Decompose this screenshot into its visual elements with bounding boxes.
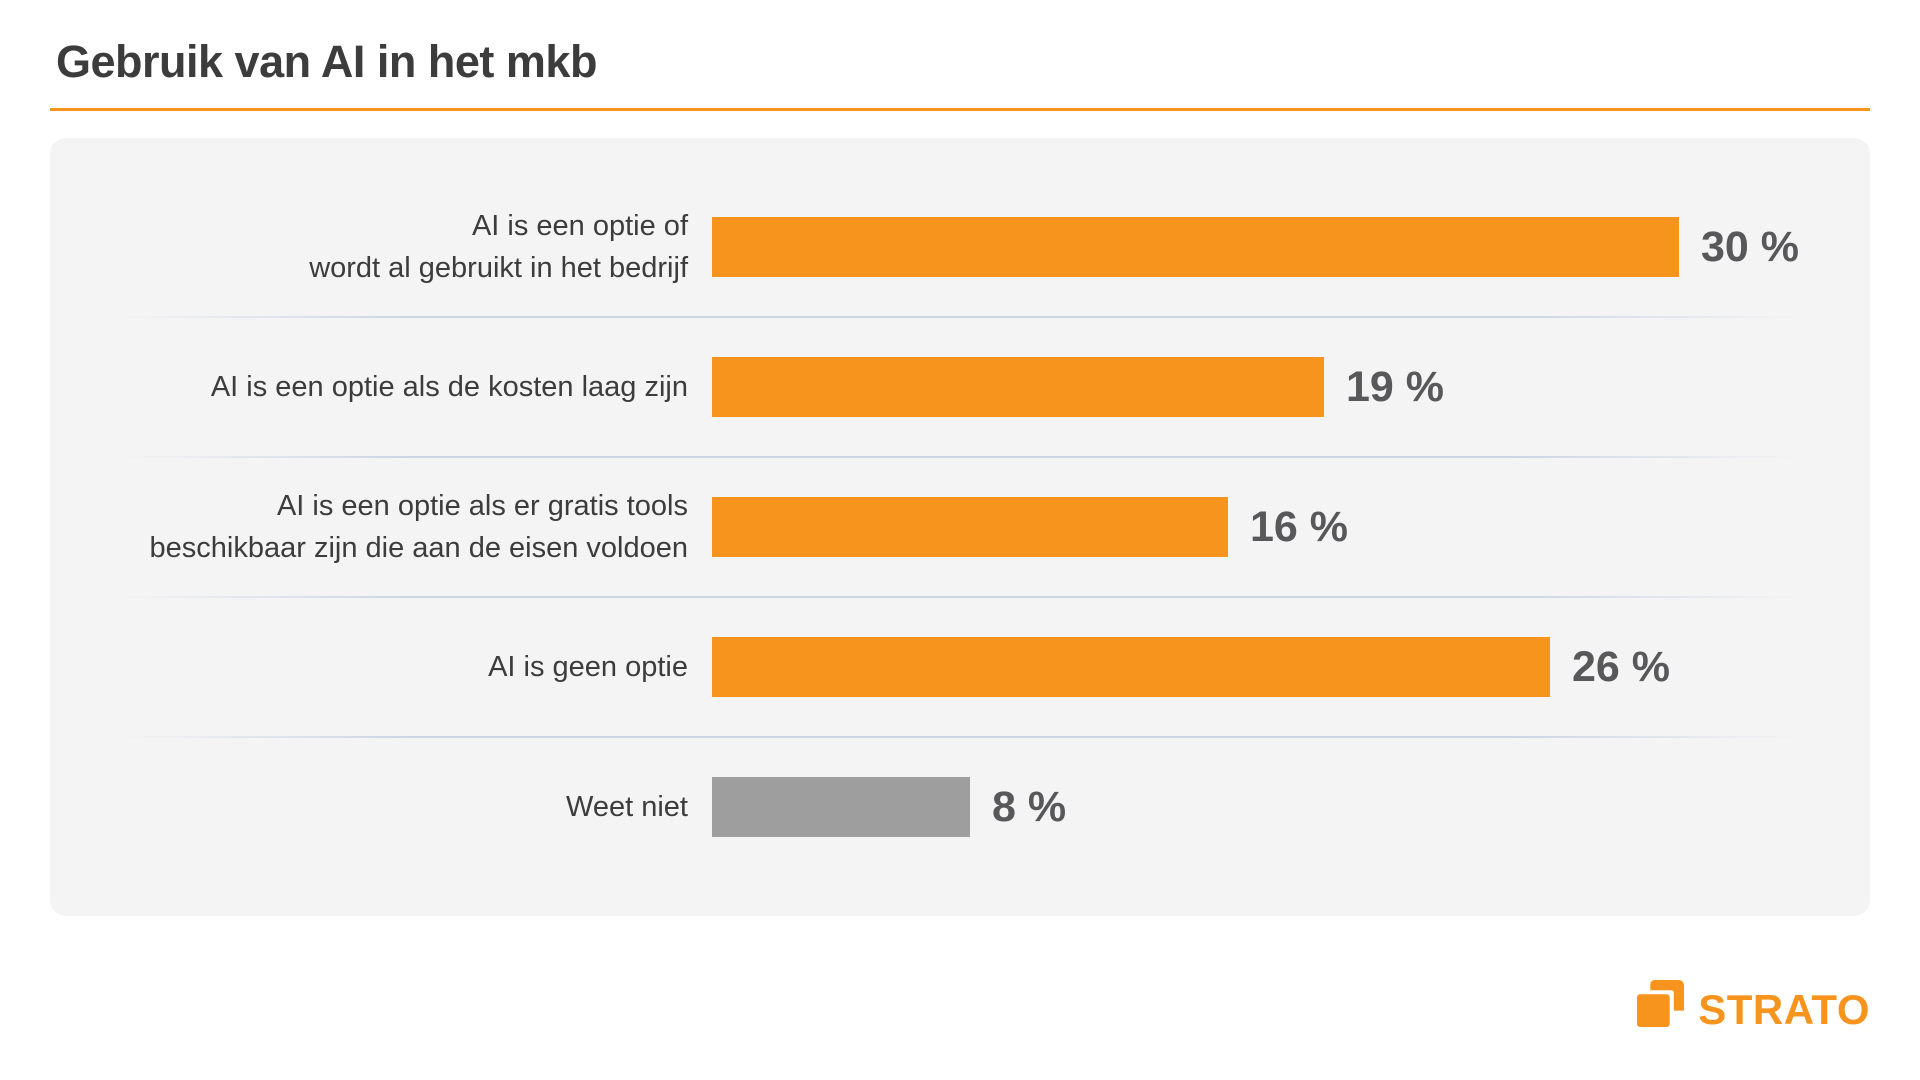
- bar: [712, 777, 970, 837]
- strato-logo-icon: [1637, 980, 1685, 1032]
- bar-value: 30 %: [1701, 222, 1800, 271]
- bar: [712, 637, 1550, 697]
- strato-logo: STRATO: [1637, 980, 1870, 1032]
- chart-row: Weet niet 8 %: [50, 738, 1870, 876]
- row-separator: [120, 596, 1800, 598]
- bar: [712, 497, 1228, 557]
- bar-zone: 8 %: [712, 777, 1870, 837]
- bar-value: 26 %: [1572, 642, 1671, 691]
- bar-zone: 26 %: [712, 637, 1870, 697]
- bar-zone: 16 %: [712, 497, 1870, 557]
- chart-row: AI is geen optie 26 %: [50, 598, 1870, 736]
- chart-panel: AI is een optie of wordt al gebruikt in h…: [50, 138, 1870, 916]
- chart-row: AI is een optie als er gratis tools besch…: [50, 458, 1870, 596]
- chart-row: AI is een optie als de kosten laag zijn 1…: [50, 318, 1870, 456]
- row-separator: [120, 736, 1800, 738]
- strato-logo-text: STRATO: [1698, 986, 1870, 1033]
- row-separator: [120, 456, 1800, 458]
- bar-zone: 30 %: [712, 217, 1870, 277]
- bar: [712, 357, 1324, 417]
- bar: [712, 217, 1679, 277]
- page: Gebruik van AI in het mkb AI is een opti…: [50, 36, 1870, 916]
- bar-label: AI is een optie of wordt al gebruikt in h…: [309, 209, 688, 284]
- bar-label: Weet niet: [566, 790, 688, 823]
- title-underline: [50, 108, 1870, 111]
- bar-label: AI is een optie als er gratis tools besch…: [149, 489, 688, 564]
- row-separator: [120, 316, 1800, 318]
- bar-label: AI is geen optie: [488, 650, 688, 683]
- bar-value: 16 %: [1250, 502, 1349, 551]
- bar-value: 19 %: [1346, 362, 1445, 411]
- page-title: Gebruik van AI in het mkb: [56, 36, 597, 87]
- bar-value: 8 %: [992, 782, 1067, 831]
- bar-zone: 19 %: [712, 357, 1870, 417]
- bar-label: AI is een optie als de kosten laag zijn: [210, 370, 688, 403]
- chart-row: AI is een optie of wordt al gebruikt in h…: [50, 178, 1870, 316]
